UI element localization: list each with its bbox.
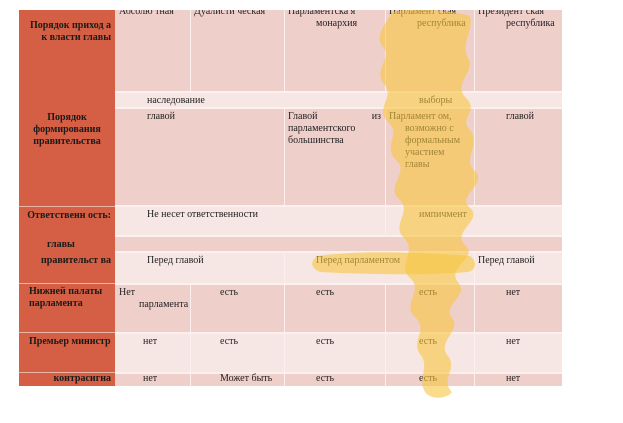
cell-pm-parliamentary-monarchy: есть [284,334,385,372]
header-cell-head: главы [19,236,115,252]
header-cell-countersign: контрасигна [19,373,115,386]
cell-lowerhouse-presidential: нет [474,285,562,332]
cell-lowerhouse-absolute-text: Нет парламента [119,287,189,310]
header-cabinet-label: правительст ва [41,255,111,266]
header-power-label: Порядок приход а к власти главы [29,20,111,43]
cell-formation-by-head-text: главой [147,111,176,122]
header-responsibility-label: Ответственн ость: [27,210,111,221]
row-government-formation [115,108,562,206]
cell-countersign-parliamentary-republic-text: есть [419,373,438,384]
cell-formation-by-parliament-text: Парламент ом, возможно с формальным учас… [389,111,461,170]
cell-pm-parliamentary-republic: есть [385,334,474,372]
header-cell-responsibility: Ответственн ость: [19,207,115,236]
cell-presidential-republic: Президент ская республика [474,10,562,92]
cell-countersign-dualistic: Может быть [190,373,284,386]
header-cell-power: Порядок приход а к власти главы [19,10,115,106]
cell-countersign-parliamentary-monarchy: есть [284,373,385,386]
cell-parliamentary-republic-text: Парламент ская республика [389,10,466,29]
header-countersign-label: контрасигна [53,373,112,384]
cell-elections: выборы [385,93,562,107]
cell-cabinet-to-parliament-text: Перед парламентом [316,255,401,266]
cell-pm-dualistic-text: есть [220,336,239,347]
cell-formation-by-majority: Главой из парламентского большинства [284,109,385,205]
cell-countersign-absolute-text: нет [143,373,158,384]
comparison-table: Порядок приход а к власти главы Порядок … [19,10,562,386]
cell-formation-by-president: главой [474,109,562,205]
row-lower-house [115,284,562,333]
cell-lowerhouse-parliamentary-republic: есть [385,285,474,332]
header-lower-house-label: Нижней палаты парламента [29,286,103,309]
header-head-label: главы [47,239,75,250]
cell-impeachment: импичмент [385,207,562,235]
cell-no-responsibility: Не несет ответственности [115,207,385,235]
header-prime-minister-label: Премьер министр [29,336,111,347]
cell-presidential-republic-text: Президент ская республика [478,10,555,29]
cell-lowerhouse-dualistic-text: есть [220,287,239,298]
cell-lowerhouse-presidential-text: нет [506,287,521,298]
row-types [115,10,562,92]
cell-cabinet-to-president-text: Перед главой [478,255,535,266]
cell-formation-by-head: главой [115,109,284,205]
row-head [115,236,562,252]
cell-impeachment-text: импичмент [419,209,467,220]
cell-pm-parliamentary-monarchy-text: есть [316,336,335,347]
cell-parliamentary-republic: Парламент ская республика [385,10,474,92]
cell-inheritance-text: наследование [147,95,205,106]
cell-dualistic-monarchy: Дуалисти ческая [190,10,284,92]
cell-pm-parliamentary-republic-text: есть [419,336,438,347]
header-cell-prime-minister: Премьер министр [19,333,115,373]
row-prime-minister [115,333,562,373]
cell-lowerhouse-parliamentary-monarchy: есть [284,285,385,332]
cell-pm-absolute-text: нет [143,336,158,347]
cell-formation-by-president-text: главой [506,111,535,122]
cell-elections-text: выборы [419,95,453,106]
cell-lowerhouse-absolute: Нет парламента [115,285,190,332]
cell-lowerhouse-parliamentary-republic-text: есть [419,287,438,298]
header-cell-lower-house: Нижней палаты парламента [19,284,115,332]
cell-cabinet-to-president: Перед главой [474,253,562,283]
cell-no-responsibility-text: Не несет ответственности [147,209,258,220]
header-cell-cabinet: правительст ва [19,252,115,284]
cell-pm-absolute: нет [115,334,190,372]
cell-pm-dualistic: есть [190,334,284,372]
cell-pm-presidential: нет [474,334,562,372]
cell-lowerhouse-dualistic: есть [190,285,284,332]
cell-cabinet-to-head-text: Перед главой [147,255,204,266]
cell-formation-by-parliament: Парламент ом, возможно с формальным учас… [385,109,474,205]
cell-formation-by-majority-text: Главой из парламентского большинства [288,111,381,146]
cell-countersign-presidential: нет [474,373,562,386]
cell-countersign-parliamentary-monarchy-text: есть [316,373,335,384]
cell-countersign-parliamentary-republic: есть [385,373,474,386]
cell-pm-presidential-text: нет [506,336,521,347]
header-government-label: Порядок формирования правительства [33,112,101,147]
cell-dualistic-monarchy-text: Дуалисти ческая [194,10,266,17]
cell-absolute-monarchy-text: Абсолю тная [119,10,174,17]
cell-lowerhouse-parliamentary-monarchy-text: есть [316,287,335,298]
cell-parliamentary-monarchy-text: Парламентска я монархия [288,10,358,29]
cell-inheritance: наследование [115,93,286,107]
cell-parliamentary-monarchy: Парламентска я монархия [284,10,385,92]
cell-cabinet-to-head: Перед главой [115,253,284,283]
cell-countersign-absolute: нет [115,373,190,386]
cell-cabinet-to-parliament: Перед парламентом [284,253,474,283]
cell-countersign-dualistic-text: Может быть [220,373,273,384]
cell-absolute-monarchy: Абсолю тная [115,10,190,92]
row-responsibility [115,206,562,236]
cell-countersign-presidential-text: нет [506,373,521,384]
